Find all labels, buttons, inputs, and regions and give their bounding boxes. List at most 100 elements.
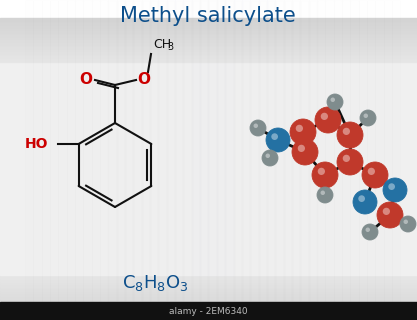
Bar	[0, 87, 417, 89]
Bar	[0, 86, 417, 87]
Circle shape	[383, 208, 390, 215]
Bar	[158, 0, 167, 302]
Bar	[0, 217, 417, 219]
Bar	[0, 133, 417, 134]
Bar	[0, 38, 417, 39]
Bar	[0, 255, 417, 257]
Bar	[0, 318, 417, 320]
Bar	[0, 177, 417, 178]
Bar	[0, 65, 417, 66]
Bar	[0, 98, 417, 100]
Bar	[0, 68, 417, 69]
Bar	[0, 80, 417, 81]
Bar	[275, 0, 284, 302]
Circle shape	[266, 128, 290, 152]
Bar	[400, 0, 409, 302]
Circle shape	[312, 162, 338, 188]
Bar	[367, 0, 375, 302]
Bar	[0, 62, 417, 63]
Bar	[0, 128, 417, 130]
Bar	[0, 63, 417, 65]
Circle shape	[368, 168, 375, 175]
Bar	[33, 0, 42, 302]
Circle shape	[343, 128, 350, 135]
Bar	[0, 290, 417, 291]
Bar	[0, 173, 417, 175]
Circle shape	[327, 94, 343, 110]
Bar	[0, 20, 417, 21]
Bar	[0, 229, 417, 231]
Bar	[242, 0, 250, 302]
Bar	[0, 137, 417, 139]
Bar	[0, 106, 417, 107]
Bar	[0, 116, 417, 118]
Circle shape	[362, 224, 378, 240]
Bar	[0, 160, 417, 162]
Circle shape	[337, 149, 363, 175]
Bar	[259, 0, 267, 302]
Bar	[25, 0, 33, 302]
Bar	[0, 0, 8, 302]
Bar	[0, 118, 417, 119]
Bar	[0, 39, 417, 41]
Circle shape	[388, 183, 395, 190]
Bar	[167, 0, 175, 302]
Bar	[284, 0, 292, 302]
Bar	[0, 121, 417, 122]
Bar	[225, 0, 234, 302]
Bar	[0, 44, 417, 45]
Bar	[0, 316, 417, 317]
Bar	[0, 83, 417, 84]
Bar	[0, 30, 417, 32]
Text: HO: HO	[25, 137, 49, 151]
Circle shape	[337, 122, 363, 148]
Bar	[0, 134, 417, 136]
Circle shape	[318, 168, 325, 175]
Bar	[58, 0, 67, 302]
Circle shape	[290, 119, 316, 145]
Bar	[117, 0, 125, 302]
Bar	[183, 0, 192, 302]
Bar	[0, 264, 417, 266]
Bar	[0, 237, 417, 238]
Bar	[0, 69, 417, 71]
Bar	[0, 193, 417, 195]
Bar	[0, 146, 417, 148]
Circle shape	[360, 110, 376, 126]
Text: CH: CH	[153, 37, 171, 51]
Bar	[0, 309, 417, 311]
Bar	[0, 258, 417, 260]
Circle shape	[254, 124, 258, 128]
Bar	[108, 0, 117, 302]
Bar	[0, 180, 417, 181]
Bar	[0, 95, 417, 97]
Bar	[317, 0, 325, 302]
Bar	[0, 157, 417, 158]
Bar	[0, 41, 417, 42]
Bar	[392, 0, 400, 302]
Bar	[0, 112, 417, 113]
Bar	[0, 261, 417, 263]
Bar	[0, 102, 417, 104]
Bar	[0, 208, 417, 210]
Bar	[0, 162, 417, 163]
Circle shape	[353, 190, 377, 214]
Bar	[0, 210, 417, 211]
Bar	[0, 21, 417, 22]
Bar	[83, 0, 92, 302]
Bar	[0, 151, 417, 152]
Bar	[0, 204, 417, 205]
Bar	[292, 0, 300, 302]
Bar	[0, 107, 417, 108]
Bar	[0, 284, 417, 285]
Circle shape	[296, 125, 303, 132]
Bar	[0, 302, 417, 303]
Circle shape	[321, 190, 325, 195]
Bar	[0, 299, 417, 300]
Bar	[0, 234, 417, 236]
Bar	[0, 183, 417, 184]
Text: O: O	[80, 71, 93, 86]
Bar	[133, 0, 142, 302]
Bar	[0, 72, 417, 74]
Bar	[0, 225, 417, 226]
